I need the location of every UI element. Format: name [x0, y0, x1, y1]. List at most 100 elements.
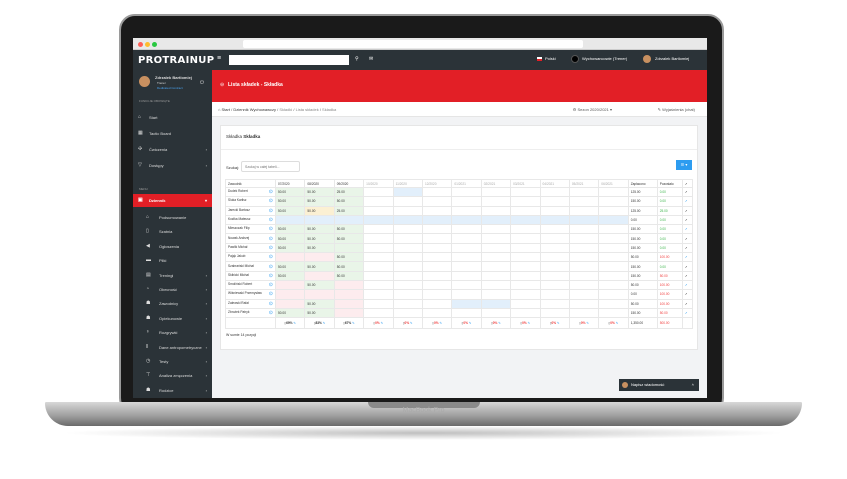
payment-cell[interactable]: [539, 214, 570, 226]
payment-cell[interactable]: [392, 224, 423, 235]
payment-cell[interactable]: 50.00: [274, 242, 306, 254]
column-header[interactable]: 04/2021: [539, 179, 570, 188]
sidebar-item-dziennik[interactable]: ▣ Dziennik ▾: [133, 194, 212, 207]
details-icon[interactable]: ⊙: [268, 282, 273, 289]
payment-cell[interactable]: [568, 270, 600, 281]
payment-cell[interactable]: [510, 289, 541, 300]
payment-cell[interactable]: 50.00: [274, 186, 306, 198]
sidebar-subitem[interactable]: ▯ Szatnia: [133, 225, 212, 238]
column-header[interactable]: 05/2021: [568, 179, 600, 188]
payment-cell[interactable]: [421, 186, 453, 198]
payment-cell[interactable]: [480, 279, 512, 291]
payment-cell[interactable]: [421, 298, 453, 309]
payment-cell[interactable]: 50.00: [333, 270, 365, 281]
payment-cell[interactable]: [333, 298, 365, 309]
details-icon[interactable]: ⊙: [268, 310, 273, 316]
payment-cell[interactable]: 50.00: [304, 233, 335, 244]
sidebar-subitem[interactable]: ◔ Obecność ›: [133, 283, 212, 296]
global-search-input[interactable]: [229, 55, 349, 65]
payment-cell[interactable]: [598, 214, 629, 226]
season-select[interactable]: ⚙ Sezon 2020/2021 ▾: [572, 107, 612, 112]
payment-cell[interactable]: [451, 252, 482, 263]
payment-cell[interactable]: 25.00: [333, 186, 365, 198]
payment-cell[interactable]: 50.00: [274, 307, 306, 319]
payment-cell[interactable]: [451, 205, 482, 216]
payment-cell[interactable]: [421, 279, 453, 291]
payment-cell[interactable]: [480, 233, 512, 244]
payment-cell[interactable]: [539, 205, 570, 216]
payment-cell[interactable]: [451, 279, 482, 291]
payment-cell[interactable]: [451, 270, 482, 281]
column-header[interactable]: Zapłacono: [627, 179, 658, 188]
payment-cell[interactable]: [363, 307, 394, 319]
payment-cell[interactable]: [421, 205, 453, 216]
payment-cell[interactable]: [598, 261, 629, 272]
edit-icon[interactable]: ✎: [352, 321, 355, 326]
logout-icon[interactable]: ⏻: [200, 80, 204, 86]
send-reminder-icon[interactable]: ➚: [681, 186, 693, 198]
payment-cell[interactable]: [451, 186, 482, 198]
payment-cell[interactable]: [304, 270, 335, 281]
edit-icon[interactable]: ✎: [439, 321, 443, 326]
payment-cell[interactable]: [539, 242, 570, 254]
payment-cell[interactable]: [392, 233, 423, 244]
payment-cell[interactable]: [539, 186, 570, 198]
details-icon[interactable]: ⊙: [268, 226, 273, 233]
payment-cell[interactable]: [333, 279, 365, 291]
payment-cell[interactable]: [304, 289, 335, 300]
payment-cell[interactable]: 50.00: [274, 224, 306, 235]
payment-cell[interactable]: [421, 252, 453, 263]
sidebar-item[interactable]: ▦ Tactic Board: [133, 127, 212, 140]
payment-cell[interactable]: [539, 307, 570, 319]
user-menu[interactable]: Zdrzalek Bartlomiej: [655, 56, 690, 61]
filter-icon[interactable]: ⚲: [355, 56, 359, 62]
payment-cell[interactable]: [568, 214, 600, 226]
payment-cell[interactable]: 50.00: [333, 261, 365, 272]
payment-cell[interactable]: [392, 270, 423, 281]
details-icon[interactable]: ⊙: [268, 198, 273, 205]
payment-cell[interactable]: [274, 298, 306, 309]
payment-cell[interactable]: [363, 196, 394, 207]
payment-cell[interactable]: 50.00: [333, 196, 365, 207]
payment-cell[interactable]: [510, 205, 541, 216]
payment-cell[interactable]: [539, 252, 570, 263]
sidebar-subitem[interactable]: ♆ Rozgrywki ›: [133, 326, 212, 339]
payment-cell[interactable]: [539, 224, 570, 235]
payment-cell[interactable]: [421, 242, 453, 254]
payment-cell[interactable]: [568, 224, 600, 235]
payment-cell[interactable]: [480, 196, 512, 207]
column-header[interactable]: 09/2020: [333, 179, 365, 188]
sidebar-item[interactable]: ✣ Ćwiczenia ›: [133, 143, 212, 156]
payment-cell[interactable]: 50.00: [333, 224, 365, 235]
payment-cell[interactable]: [480, 252, 512, 263]
payment-cell[interactable]: [392, 298, 423, 309]
payment-cell[interactable]: [274, 214, 306, 226]
payment-cell[interactable]: [363, 233, 394, 244]
column-header[interactable]: 02/2021: [480, 179, 512, 188]
payment-cell[interactable]: [363, 261, 394, 272]
payment-cell[interactable]: [598, 186, 629, 198]
payment-cell[interactable]: [510, 196, 541, 207]
close-window-icon[interactable]: [138, 42, 143, 47]
payment-cell[interactable]: 50.00: [304, 279, 335, 291]
payment-cell[interactable]: [568, 298, 600, 309]
payment-cell[interactable]: [363, 289, 394, 300]
payment-cell[interactable]: [333, 289, 365, 300]
payment-cell[interactable]: [274, 279, 306, 291]
send-all-icon[interactable]: ➚: [681, 179, 693, 188]
payment-cell[interactable]: [568, 307, 600, 319]
payment-cell[interactable]: [598, 233, 629, 244]
menu-icon[interactable]: ≡: [217, 55, 222, 62]
breadcrumb-item[interactable]: Lista składek: [295, 107, 319, 112]
payment-cell[interactable]: [568, 289, 600, 300]
payment-cell[interactable]: [598, 224, 629, 235]
payment-cell[interactable]: [510, 270, 541, 281]
payment-cell[interactable]: [392, 242, 423, 254]
send-reminder-icon[interactable]: ➚: [681, 252, 693, 263]
column-header[interactable]: 11/2020: [392, 179, 423, 188]
details-icon[interactable]: ⊙: [268, 217, 273, 224]
payment-cell[interactable]: [598, 279, 629, 291]
payment-cell[interactable]: [598, 196, 629, 207]
payment-cell[interactable]: [392, 186, 423, 198]
payment-cell[interactable]: [480, 289, 512, 300]
